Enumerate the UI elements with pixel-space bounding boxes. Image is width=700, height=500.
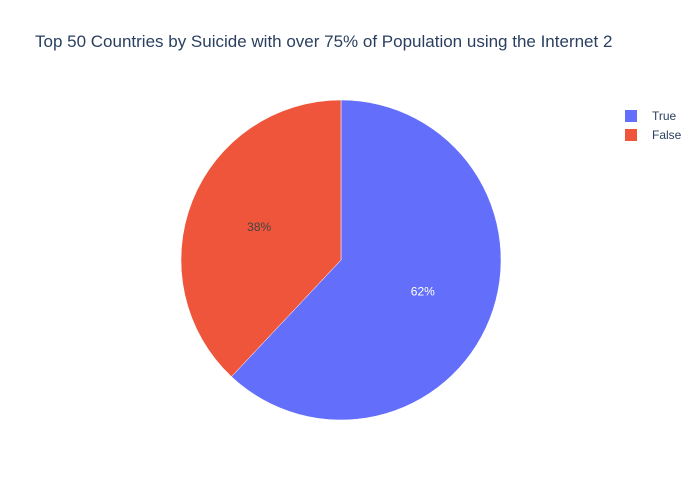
- pie-label-false: 38%: [247, 220, 271, 234]
- legend-label-true: True: [652, 108, 677, 123]
- pie-slice-true[interactable]: [231, 99, 502, 421]
- pie-label-true: 62%: [411, 285, 435, 299]
- legend-item-false[interactable]: False: [625, 125, 681, 144]
- legend-swatch-true: [625, 109, 637, 122]
- legend: True False: [625, 106, 681, 144]
- legend-swatch-false: [625, 128, 637, 141]
- legend-label-false: False: [652, 127, 682, 142]
- chart-title: Top 50 Countries by Suicide with over 75…: [35, 32, 613, 51]
- pie-slice-false[interactable]: [180, 99, 342, 377]
- legend-item-true[interactable]: True: [625, 106, 681, 125]
